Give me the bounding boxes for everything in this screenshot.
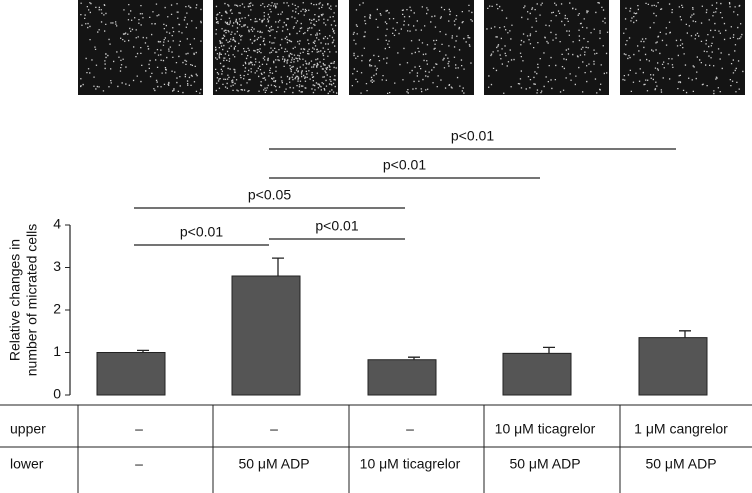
y-tick-label: 4 <box>53 216 61 232</box>
table-cell: – <box>135 421 143 437</box>
table-cell: 50 μM ADP <box>645 456 716 472</box>
table-cell: 1 μM cangrelor <box>634 421 728 437</box>
table: upper – – – 10 μM ticagrelor 1 μM cangrelor lo… <box>0 404 752 493</box>
y-axis-label: Relative changes in <box>7 239 23 361</box>
row-label: lower <box>10 456 44 472</box>
table-cell: – <box>406 421 414 437</box>
annotation: p<0.05 <box>248 187 291 203</box>
annotation: p<0.01 <box>451 128 494 144</box>
annotation: p<0.01 <box>383 157 426 173</box>
annotation: p<0.01 <box>315 218 358 234</box>
micrograph <box>349 0 474 95</box>
cells <box>622 2 744 95</box>
error-bar <box>543 346 555 354</box>
table-cell: 50 μM ADP <box>238 456 309 472</box>
y-axis-label: number of micrated cells <box>24 224 40 377</box>
bar <box>231 275 301 396</box>
table-cell: 10 μM ticagrelor <box>495 421 596 437</box>
micrographs <box>78 0 745 95</box>
bar <box>96 352 166 396</box>
bar <box>367 359 437 396</box>
y-tick-label: 1 <box>53 343 61 359</box>
chart: 0 1 2 3 4 Relative changes in number of micrat… <box>7 128 708 402</box>
table-cell: – <box>270 421 278 437</box>
row-label: upper <box>10 421 46 437</box>
micrograph <box>484 0 609 95</box>
y-tick-label: 2 <box>53 301 61 317</box>
error-bar <box>272 257 284 276</box>
y-tick-label: 3 <box>53 258 61 274</box>
table-cell: 10 μM ticagrelor <box>360 456 461 472</box>
table-cell: 50 μM ADP <box>509 456 580 472</box>
bar <box>638 337 708 396</box>
cells <box>80 2 202 94</box>
annotation: p<0.01 <box>180 224 223 240</box>
table-cell: – <box>135 456 143 472</box>
error-bar <box>679 330 691 338</box>
y-tick-label: 0 <box>53 386 61 402</box>
bar <box>502 352 572 396</box>
cells <box>215 2 338 95</box>
